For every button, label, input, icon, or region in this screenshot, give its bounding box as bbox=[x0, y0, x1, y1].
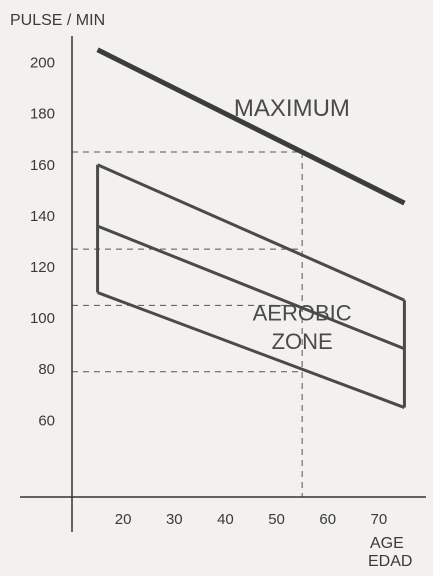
maximum-line bbox=[96, 47, 406, 206]
y-tick-label: 140 bbox=[30, 208, 55, 225]
x-tick-label: 40 bbox=[217, 511, 234, 528]
y-tick-label: 200 bbox=[30, 55, 55, 72]
series-lines bbox=[96, 47, 406, 409]
zone-line-1 bbox=[96, 163, 406, 302]
reference-lines bbox=[72, 151, 303, 497]
annotation-label: MAXIMUM bbox=[234, 95, 350, 122]
x-axis-title-line1: AGE bbox=[370, 535, 404, 552]
y-tick-label: 60 bbox=[38, 412, 55, 429]
x-axis-title-line2: EDAD bbox=[368, 553, 412, 570]
x-tick-labels: 20 30 40 50 60 70 bbox=[115, 511, 387, 528]
x-tick-label: 30 bbox=[166, 511, 183, 528]
zone-line-2 bbox=[97, 224, 405, 351]
x-tick-label: 20 bbox=[115, 511, 132, 528]
y-tick-label: 180 bbox=[30, 106, 55, 123]
x-tick-label: 70 bbox=[371, 511, 388, 528]
y-tick-label: 120 bbox=[30, 259, 55, 276]
annotation-label: ZONE bbox=[272, 329, 333, 354]
y-axis-title: PULSE / MIN bbox=[10, 12, 105, 29]
y-tick-label: 80 bbox=[38, 361, 55, 378]
x-tick-label: 60 bbox=[319, 511, 336, 528]
x-tick-label: 50 bbox=[268, 511, 285, 528]
y-tick-label: 100 bbox=[30, 310, 55, 327]
zone-line-3 bbox=[97, 291, 405, 409]
y-tick-label: 160 bbox=[30, 157, 55, 174]
y-tick-labels: 200 180 160 140 120 100 80 60 bbox=[30, 55, 55, 430]
annotation-label: AEROBIC bbox=[253, 301, 352, 326]
annotations: MAXIMUM AEROBIC ZONE bbox=[234, 95, 352, 354]
